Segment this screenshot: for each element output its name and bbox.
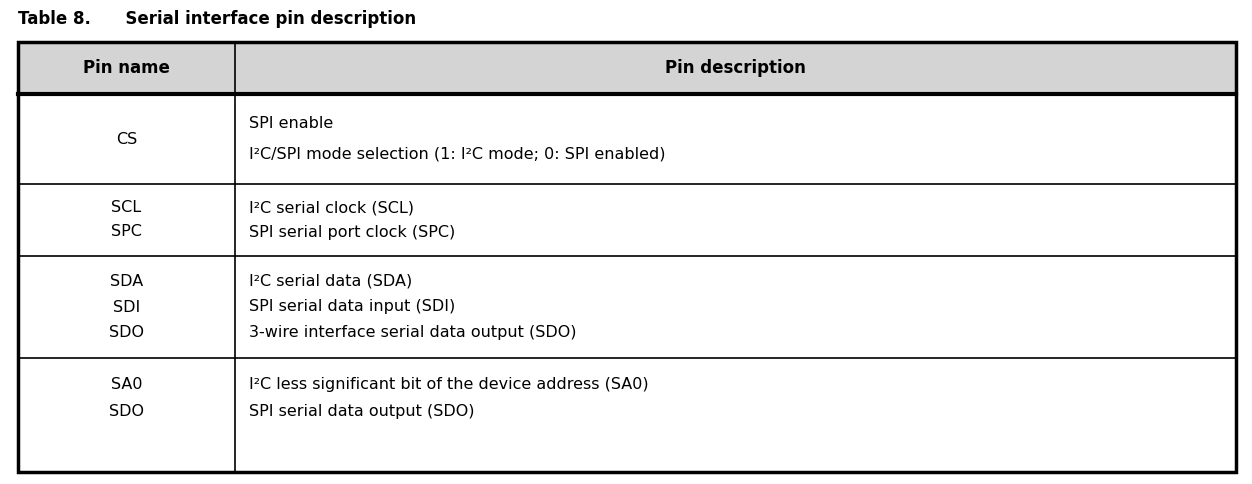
- Text: SPC: SPC: [111, 225, 141, 240]
- Text: SDI: SDI: [113, 300, 140, 315]
- Text: SCL: SCL: [111, 200, 141, 215]
- Text: SPI enable: SPI enable: [249, 117, 333, 132]
- Text: I²C less significant bit of the device address (SA0): I²C less significant bit of the device a…: [249, 377, 649, 392]
- Text: SA0: SA0: [110, 377, 143, 392]
- Text: SDO: SDO: [109, 325, 144, 340]
- Text: I²C/SPI mode selection (1: I²C mode; 0: SPI enabled): I²C/SPI mode selection (1: I²C mode; 0: …: [249, 147, 665, 162]
- Text: SPI serial port clock (SPC): SPI serial port clock (SPC): [249, 225, 454, 240]
- Bar: [18, 42, 1236, 94]
- Text: SDO: SDO: [109, 404, 144, 419]
- Text: Pin name: Pin name: [83, 59, 170, 77]
- Text: I²C serial clock (SCL): I²C serial clock (SCL): [249, 200, 414, 215]
- Text: I²C serial data (SDA): I²C serial data (SDA): [249, 274, 412, 289]
- Text: 3-wire interface serial data output (SDO): 3-wire interface serial data output (SDO…: [249, 325, 576, 340]
- Text: SPI serial data output (SDO): SPI serial data output (SDO): [249, 404, 475, 419]
- Bar: [18, 42, 1236, 472]
- Text: Pin description: Pin description: [665, 59, 806, 77]
- Text: SDA: SDA: [110, 274, 143, 289]
- Text: Table 8.      Serial interface pin description: Table 8. Serial interface pin descriptio…: [18, 10, 416, 28]
- Text: CS: CS: [115, 132, 136, 147]
- Text: SPI serial data input (SDI): SPI serial data input (SDI): [249, 300, 454, 315]
